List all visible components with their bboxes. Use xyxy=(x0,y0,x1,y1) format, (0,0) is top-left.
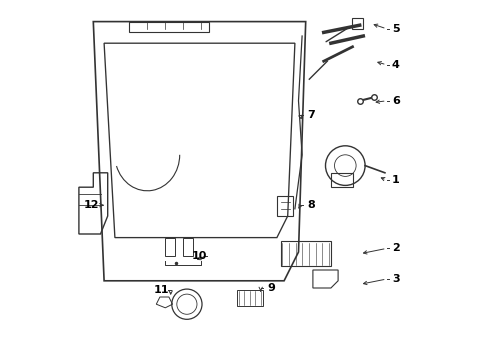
Text: 1: 1 xyxy=(391,175,399,185)
Text: 10: 10 xyxy=(191,251,207,261)
Text: 2: 2 xyxy=(391,243,399,253)
Text: 5: 5 xyxy=(391,24,399,34)
Bar xyxy=(165,238,175,256)
Text: 6: 6 xyxy=(391,96,399,106)
Bar xyxy=(276,196,292,216)
Bar xyxy=(280,241,330,266)
Text: 9: 9 xyxy=(267,283,275,293)
Bar xyxy=(129,22,208,32)
Bar xyxy=(237,290,262,306)
Text: 3: 3 xyxy=(391,274,399,284)
Text: 11: 11 xyxy=(154,285,169,295)
Text: 4: 4 xyxy=(391,60,399,70)
Text: 7: 7 xyxy=(306,110,314,120)
Text: 12: 12 xyxy=(83,200,99,210)
Bar xyxy=(330,173,352,187)
Bar xyxy=(183,238,193,256)
Text: 8: 8 xyxy=(306,200,314,210)
